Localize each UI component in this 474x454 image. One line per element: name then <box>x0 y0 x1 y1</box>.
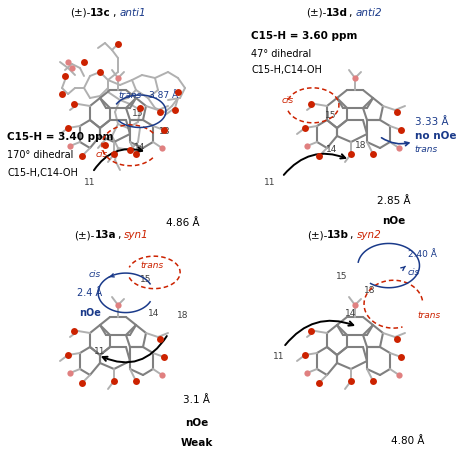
Text: 13d: 13d <box>326 8 348 18</box>
Text: (±)-: (±)- <box>307 230 327 240</box>
Text: ,: , <box>349 8 356 18</box>
Text: 11: 11 <box>84 178 96 188</box>
Text: 13a: 13a <box>95 230 117 240</box>
Text: Weak: Weak <box>181 438 213 448</box>
Text: trans: trans <box>415 145 438 154</box>
Text: C15-H,C14-OH: C15-H,C14-OH <box>7 168 78 178</box>
Text: 15: 15 <box>132 109 143 118</box>
Text: 170° dihedral: 170° dihedral <box>7 150 73 160</box>
Text: 3.87 Å: 3.87 Å <box>149 91 178 100</box>
Text: 15: 15 <box>140 275 152 284</box>
Text: 4.86 Å: 4.86 Å <box>166 218 199 228</box>
Text: ,: , <box>350 230 356 240</box>
Text: ,: , <box>118 230 124 240</box>
Text: 11: 11 <box>273 352 284 361</box>
Text: 2.85 Å: 2.85 Å <box>377 196 410 206</box>
Text: 14: 14 <box>345 309 356 318</box>
Text: 18: 18 <box>355 141 366 150</box>
Text: 2.4 Å: 2.4 Å <box>77 288 103 298</box>
Text: 13b: 13b <box>327 230 349 240</box>
Text: 14: 14 <box>148 309 160 318</box>
Text: 4.80 Å: 4.80 Å <box>391 436 424 446</box>
Text: 11: 11 <box>94 347 105 356</box>
Text: nOe: nOe <box>79 308 101 318</box>
Text: (±)-: (±)- <box>306 8 326 18</box>
Text: no nOe: no nOe <box>415 131 456 141</box>
Text: ,: , <box>113 8 119 18</box>
Text: trans: trans <box>140 261 164 270</box>
Text: cis: cis <box>96 150 108 159</box>
Text: syn1: syn1 <box>124 230 149 240</box>
Text: 47° dihedral: 47° dihedral <box>251 49 311 59</box>
Text: 13c: 13c <box>90 8 111 18</box>
Text: 14: 14 <box>326 145 337 154</box>
Text: C15-H,C14-OH: C15-H,C14-OH <box>251 65 322 75</box>
Text: 14: 14 <box>134 143 146 152</box>
Text: nOe: nOe <box>382 216 405 226</box>
Text: (±)-: (±)- <box>74 230 95 240</box>
Text: 18: 18 <box>159 127 171 136</box>
Text: 11: 11 <box>264 178 275 188</box>
Text: trans: trans <box>118 91 142 100</box>
Text: cis: cis <box>282 96 294 105</box>
Text: (±)-: (±)- <box>70 8 90 18</box>
Text: 2.40 Å: 2.40 Å <box>408 250 437 259</box>
Text: anti1: anti1 <box>119 8 146 18</box>
Text: anti2: anti2 <box>356 8 382 18</box>
Text: nOe: nOe <box>185 418 209 428</box>
Text: 15: 15 <box>325 111 337 120</box>
Text: C15-H = 3.60 ppm: C15-H = 3.60 ppm <box>251 31 357 41</box>
Text: C15-H = 3.40 ppm: C15-H = 3.40 ppm <box>7 132 114 142</box>
Text: 3.33 Å: 3.33 Å <box>415 117 448 127</box>
Text: syn2: syn2 <box>356 230 381 240</box>
Text: 3.1 Å: 3.1 Å <box>183 395 210 405</box>
Text: cis: cis <box>408 268 420 277</box>
Text: 15: 15 <box>336 272 347 281</box>
Text: cis: cis <box>89 270 101 279</box>
Text: 18: 18 <box>364 286 375 295</box>
Text: trans: trans <box>417 311 440 320</box>
Text: 18: 18 <box>177 311 188 320</box>
